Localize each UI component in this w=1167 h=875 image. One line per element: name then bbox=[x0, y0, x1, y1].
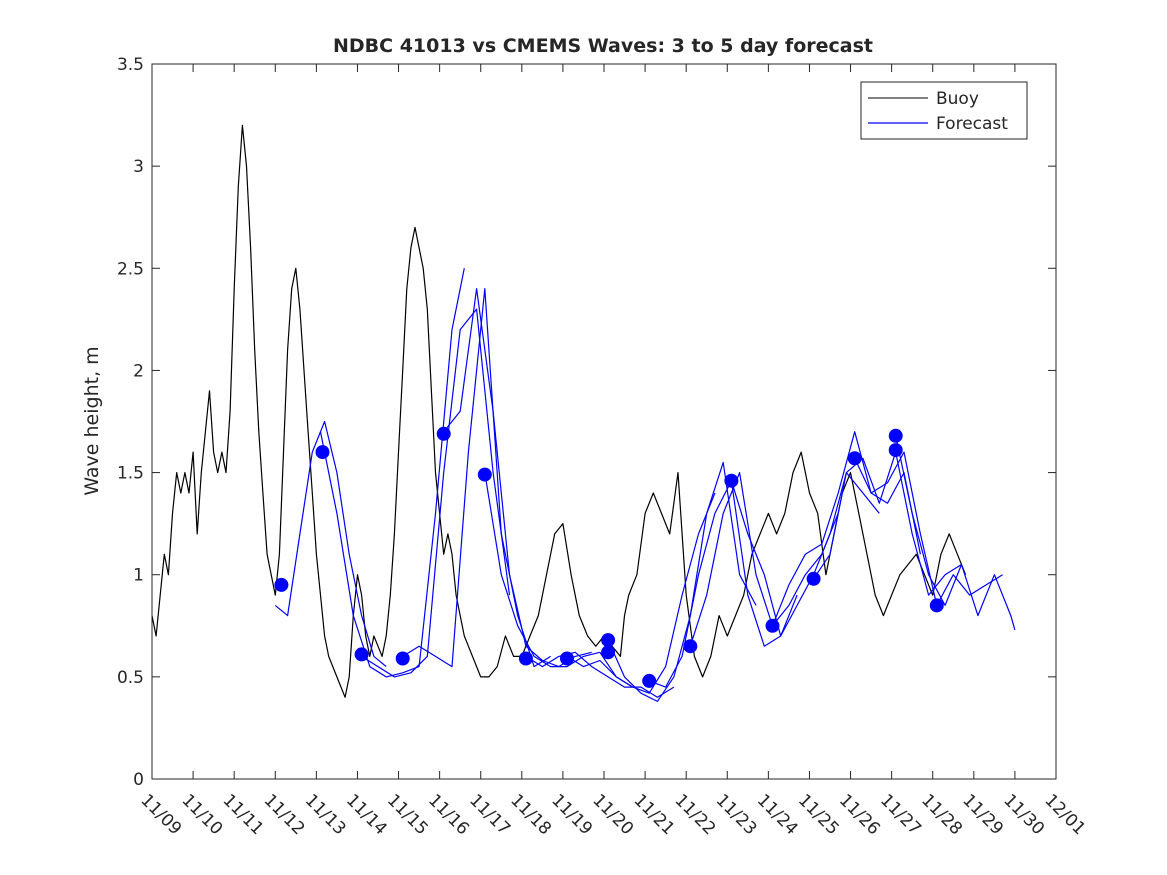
forecast-marker bbox=[354, 647, 369, 662]
forecast-line-11 bbox=[730, 472, 880, 637]
forecast-marker bbox=[847, 451, 862, 466]
x-tick-label: 11/30 bbox=[999, 790, 1048, 839]
forecast-line-5 bbox=[484, 472, 634, 688]
y-tick-label: 2.5 bbox=[117, 259, 144, 279]
legend-buoy-label: Buoy bbox=[936, 89, 979, 109]
forecast-marker bbox=[683, 639, 698, 654]
x-tick-label: 11/19 bbox=[547, 790, 596, 839]
forecast-line-10 bbox=[689, 472, 839, 647]
x-tick-label: 11/12 bbox=[260, 790, 309, 839]
x-tick-label: 11/11 bbox=[219, 790, 268, 839]
chart-title: NDBC 41013 vs CMEMS Waves: 3 to 5 day fo… bbox=[333, 35, 873, 57]
x-tick-label: 11/15 bbox=[383, 790, 432, 839]
forecast-line-9 bbox=[648, 480, 798, 688]
forecast-marker bbox=[601, 633, 616, 648]
x-tick-label: 12/01 bbox=[1040, 790, 1089, 839]
x-tick-label: 11/16 bbox=[424, 790, 473, 839]
forecast-marker bbox=[806, 571, 821, 586]
buoy-line bbox=[151, 124, 967, 698]
forecast-marker bbox=[315, 445, 330, 460]
forecast-marker bbox=[560, 651, 574, 666]
forecast-marker bbox=[888, 443, 903, 458]
forecast-line-13 bbox=[813, 451, 962, 596]
x-tick-label: 11/22 bbox=[671, 790, 720, 839]
x-tick-label: 11/26 bbox=[835, 790, 884, 839]
forecast-line-0 bbox=[274, 420, 387, 668]
legend-forecast-label: Forecast bbox=[936, 114, 1008, 134]
forecast-marker bbox=[601, 645, 616, 660]
y-tick-label: 1 bbox=[133, 566, 144, 586]
y-tick-label: 0 bbox=[133, 770, 144, 790]
x-tick-label: 11/13 bbox=[301, 790, 350, 839]
y-axis-ticks: 0 0.5 1 1.5 2 2.5 3 3.5 bbox=[117, 55, 1056, 790]
forecast-marker bbox=[888, 428, 903, 443]
forecast-marker bbox=[765, 618, 780, 633]
x-tick-label: 11/24 bbox=[753, 790, 802, 839]
x-tick-label: 11/20 bbox=[588, 790, 637, 839]
axes-box bbox=[151, 63, 1057, 780]
x-tick-label: 11/14 bbox=[342, 790, 391, 839]
forecast-marker bbox=[436, 426, 451, 441]
forecast-line-15 bbox=[895, 435, 1016, 631]
y-axis-label: Wave height, m bbox=[81, 346, 103, 495]
forecast-marker bbox=[395, 651, 410, 666]
y-tick-label: 1.5 bbox=[117, 464, 144, 484]
x-tick-label: 11/27 bbox=[876, 790, 925, 839]
forecast-marker bbox=[929, 598, 944, 613]
y-tick-label: 3.5 bbox=[117, 55, 144, 75]
legend-box bbox=[860, 81, 1028, 140]
forecast-line-1 bbox=[319, 268, 465, 678]
x-tick-label: 11/23 bbox=[712, 790, 761, 839]
forecast-line-12 bbox=[771, 431, 921, 627]
y-tick-label: 3 bbox=[133, 157, 144, 177]
forecast-marker bbox=[724, 473, 739, 488]
x-tick-label: 11/10 bbox=[178, 790, 227, 839]
forecast-line-8 bbox=[607, 461, 757, 703]
x-tick-label: 11/28 bbox=[917, 790, 966, 839]
plot-area bbox=[151, 124, 1016, 703]
x-tick-label: 11/21 bbox=[630, 790, 679, 839]
x-tick-label: 11/25 bbox=[794, 790, 843, 839]
forecast-marker bbox=[477, 467, 492, 482]
forecast-line-7 bbox=[566, 492, 716, 694]
x-tick-label: 11/09 bbox=[136, 790, 185, 839]
y-tick-label: 0.5 bbox=[117, 668, 144, 688]
y-tick-label: 2 bbox=[133, 361, 144, 381]
x-axis-ticks: 11/0911/1011/1111/1211/1311/1411/1511/16… bbox=[136, 64, 1089, 839]
x-tick-label: 11/29 bbox=[958, 790, 1007, 839]
x-tick-label: 11/17 bbox=[465, 790, 514, 839]
forecast-line-2 bbox=[361, 308, 511, 678]
legend: Buoy Forecast bbox=[860, 81, 1028, 140]
forecast-marker bbox=[518, 651, 533, 666]
x-tick-label: 11/18 bbox=[506, 790, 555, 839]
forecast-line-14 bbox=[854, 451, 1003, 607]
forecast-marker bbox=[642, 673, 657, 688]
forecast-marker bbox=[274, 577, 289, 592]
